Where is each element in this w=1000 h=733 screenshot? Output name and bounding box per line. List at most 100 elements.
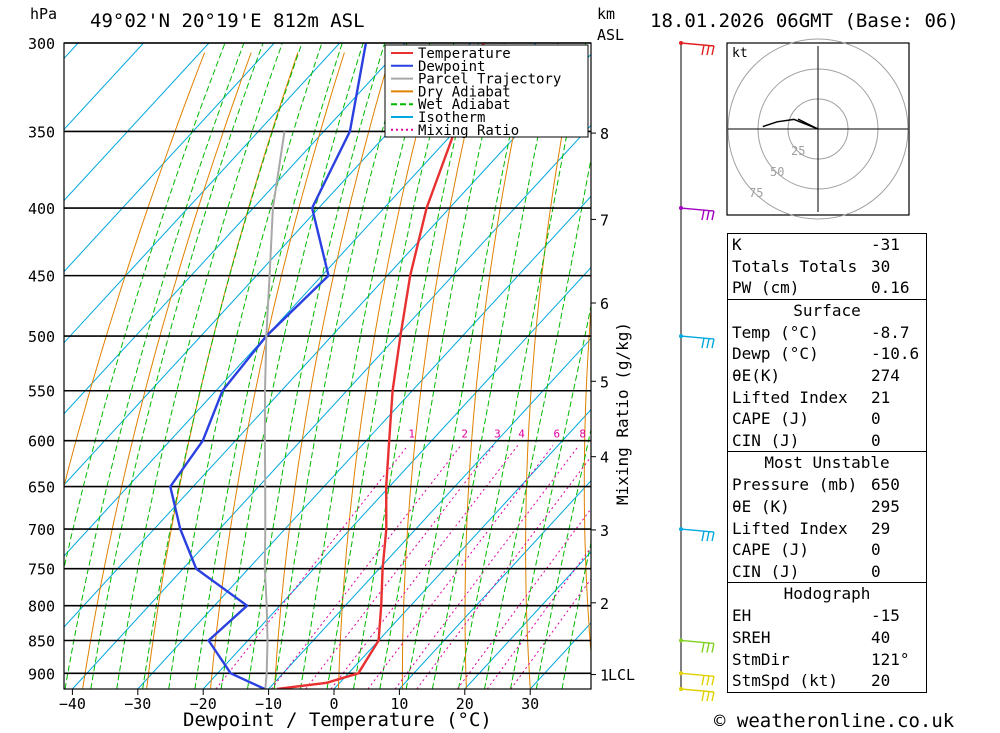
pressure-tick-label: 350 [28,123,55,141]
surface-cin-value: 0 [871,430,881,450]
hodograph-section: Hodograph EH -15 SREH 40 StmDir 121° StmSpd… [727,582,927,693]
isotherm-line [202,266,591,689]
dry-adiabat-line [641,53,670,690]
isotherm-line [464,551,591,689]
isotherm-line [64,53,591,628]
surface-dewp-label: Dewp (°C) [732,344,819,364]
dry-adiabat-line [64,52,206,489]
legend-label: Parcel Trajectory [418,72,561,88]
dry-adiabat-line [210,52,345,689]
isotherm-line [268,337,591,689]
tt-row: Totals Totals 30 [728,256,926,278]
lcl-label: LCL [608,666,635,684]
surface-li-row: Lifted Index 21 [728,387,926,409]
wet-adiabat-line [64,43,245,689]
pressure-tick-label: 800 [28,598,55,616]
mu-cape-value: 0 [871,540,881,560]
sreh-row: SREH 40 [728,627,926,649]
mu-theta-value: 295 [871,496,900,516]
datetime-title: 18.01.2026 06GMT (Base: 06) [650,10,959,32]
isotherm-line [64,43,406,415]
surface-cin-row: CIN (J) 0 [728,430,926,452]
pressure-tick-label: 400 [28,200,55,218]
surface-dewp-value: -10.6 [871,344,920,364]
stats-panel: K -31 Totals Totals 30 PW (cm) 0.16 Surface… [727,233,927,700]
isotherm-line [64,43,537,557]
isotherm-line [64,43,144,131]
wet-adiabat-line [458,43,587,689]
mixing-ratio-line [215,445,409,689]
temperature-profile [276,43,485,689]
isotherm-line [64,43,275,273]
hodograph: kt 25 50 75 [726,38,910,220]
pressure-tick-label: 650 [28,479,55,497]
wind-barb [679,41,715,56]
k-row: K -31 [728,234,926,256]
x-tick-label: −20 [190,695,217,713]
surface-dewp-row: Dewp (°C) -10.6 [728,343,926,365]
surface-temp-value: -8.7 [871,322,910,342]
parcel-trajectory-profile [263,131,286,689]
x-tick-label: −40 [59,695,86,713]
mu-theta-label: θE (K) [732,496,790,516]
km-tick-label: 5 [600,373,609,391]
x-tick-label: −10 [255,695,282,713]
km-tick-label: 8 [600,125,609,143]
pressure-tick-label: 550 [28,383,55,401]
wet-adiabat-line [142,43,303,689]
dry-adiabat-line [950,53,1000,690]
pressure-tick-label: 750 [28,561,55,579]
stmspd-value: 20 [871,671,891,691]
wet-adiabat-line [484,156,591,689]
wet-adiabat-line [220,43,364,689]
isotherm-line [64,43,341,344]
pw-value: 0.16 [871,278,910,298]
surface-temp-row: Temp (°C) -8.7 [728,322,926,344]
mixing-ratio-label: 3 [494,428,501,441]
mixing-ratio-line [330,445,519,689]
pressure-tick-label: 850 [28,632,55,650]
surface-li-value: 21 [871,387,891,407]
isotherm-line [64,43,210,202]
mixing-ratio-line [394,445,580,689]
dry-adiabat-line [338,52,439,689]
dry-adiabat-line [583,302,591,659]
wet-adiabat-line [116,43,283,689]
isotherm-line [333,408,591,689]
km-tick-label: 6 [600,295,609,313]
mixing-ratio-label: 8 [579,428,586,441]
mixing-ratio-line [416,455,591,689]
km-tick-label: 1 [600,667,609,685]
surface-section: Surface Temp (°C) -8.7 Dewp (°C) -10.6 θE(… [727,298,927,452]
mu-li-value: 29 [871,518,891,538]
asl-unit-label: ASL [597,26,624,44]
wet-adiabat-line [247,43,386,689]
wet-adiabat-line [168,43,323,689]
copyright-text: © weatheronline.co.uk [714,710,955,732]
stmspd-label: StmSpd (kt) [732,671,838,691]
mixing-ratio-label: 2 [461,428,468,441]
wet-adiabat-line [90,43,264,689]
dry-adiabat-line [82,52,252,689]
mixing-ratio-label: 15 [639,428,652,441]
legend-label: Mixing Ratio [418,123,519,139]
km-tick-label: 2 [600,595,609,613]
isotherm-line [64,43,471,486]
stmdir-value: 121° [871,649,910,669]
mu-pres-row: Pressure (mb) 650 [728,474,926,496]
hodograph-trace [762,118,819,130]
left-unit-label: hPa [30,5,57,23]
mixing-ratio-line [305,445,495,689]
dry-adiabat-line [997,53,1000,690]
hodograph-ring-label: 50 [770,165,784,179]
pressure-tick-label: 300 [28,35,55,53]
legend-label: Dry Adiabat [418,84,511,100]
dry-adiabat-line [696,53,722,690]
mu-cape-label: CAPE (J) [732,540,810,560]
location-title: 49°02'N 20°19'E 812m ASL [90,10,365,32]
tt-value: 30 [871,256,891,276]
sreh-label: SREH [732,627,771,647]
wet-adiabat-line [300,43,431,689]
